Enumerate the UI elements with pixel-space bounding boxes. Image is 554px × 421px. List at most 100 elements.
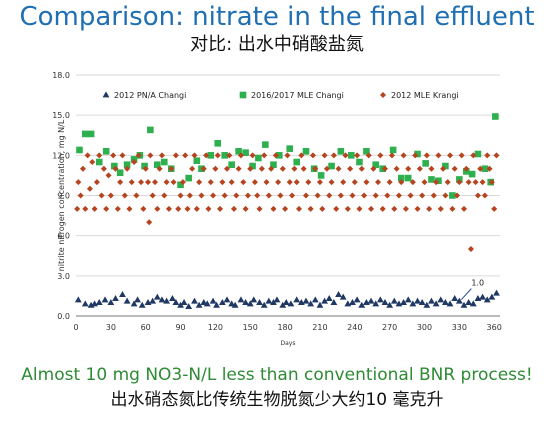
data-point xyxy=(493,289,500,296)
data-point xyxy=(158,152,165,159)
x-axis-label: Days xyxy=(281,340,296,347)
data-point xyxy=(91,205,98,212)
data-point xyxy=(103,205,110,212)
data-point xyxy=(185,174,192,182)
data-point xyxy=(307,205,314,212)
data-point xyxy=(138,301,146,308)
data-point xyxy=(270,205,277,212)
data-point xyxy=(284,152,291,159)
data-point xyxy=(291,165,298,172)
data-point xyxy=(177,301,184,308)
data-point xyxy=(93,179,100,186)
data-point xyxy=(205,205,212,212)
data-point xyxy=(344,205,351,212)
data-point xyxy=(172,299,180,306)
data-point xyxy=(275,179,282,186)
data-point xyxy=(323,165,330,172)
series-2 xyxy=(74,152,500,253)
data-point xyxy=(347,165,354,172)
data-point xyxy=(242,149,249,156)
data-point xyxy=(191,297,198,304)
data-point xyxy=(492,113,499,120)
data-point xyxy=(263,179,270,186)
data-point xyxy=(112,165,119,172)
data-point xyxy=(363,179,370,186)
x-tick-label: 360 xyxy=(487,323,502,332)
data-point xyxy=(460,205,467,212)
data-point xyxy=(140,205,147,212)
data-point xyxy=(191,152,198,159)
data-point xyxy=(237,152,244,159)
data-point xyxy=(254,192,261,199)
data-point xyxy=(400,299,407,306)
data-point xyxy=(386,301,394,308)
data-point xyxy=(402,205,409,212)
data-point xyxy=(361,192,368,199)
data-point xyxy=(153,293,161,300)
data-point xyxy=(467,246,474,253)
data-point xyxy=(390,297,398,304)
data-point xyxy=(247,165,254,172)
data-point xyxy=(209,297,217,304)
x-tick-label: 150 xyxy=(243,323,258,332)
data-point xyxy=(349,192,356,199)
data-point xyxy=(128,179,135,186)
data-point xyxy=(349,299,356,306)
data-point xyxy=(231,301,239,308)
annotation-arrow xyxy=(460,288,472,300)
y-axis-ticks: 0.0 3.0 6.0 9.0 12.0 15.0 18.0 xyxy=(52,71,70,321)
data-point xyxy=(226,152,233,159)
data-point xyxy=(437,205,444,212)
data-point xyxy=(193,157,201,164)
data-point xyxy=(293,296,301,303)
data-point xyxy=(458,152,465,159)
data-point xyxy=(404,296,412,303)
data-point xyxy=(282,205,289,212)
data-point xyxy=(422,160,429,167)
data-point xyxy=(317,172,325,179)
data-point xyxy=(111,162,118,170)
data-point xyxy=(409,179,416,186)
data-point xyxy=(224,165,231,172)
data-point xyxy=(479,179,486,186)
data-point xyxy=(135,152,142,159)
data-point xyxy=(356,205,363,212)
data-point xyxy=(460,301,468,308)
data-point xyxy=(483,296,491,303)
data-point xyxy=(249,162,256,170)
data-point xyxy=(449,205,456,212)
data-point xyxy=(339,293,347,300)
series-1 xyxy=(76,113,499,199)
data-point xyxy=(237,296,245,303)
data-point xyxy=(316,179,323,186)
data-point xyxy=(358,165,365,172)
data-point xyxy=(381,299,389,306)
data-point xyxy=(186,192,193,199)
data-point xyxy=(442,162,449,170)
data-point xyxy=(286,145,294,152)
data-point xyxy=(145,179,152,186)
data-point xyxy=(302,297,310,304)
data-point xyxy=(456,179,463,186)
data-point xyxy=(330,152,337,159)
data-point xyxy=(255,154,262,162)
data-point xyxy=(219,179,226,186)
data-point xyxy=(235,148,242,155)
data-point xyxy=(375,179,382,186)
data-point xyxy=(421,179,428,186)
nitrate-scatter-chart: 0.0 3.0 6.0 9.0 12.0 15.0 18.0 0 30 60 90 120 150 18… xyxy=(52,71,502,347)
data-point xyxy=(193,205,200,212)
data-point xyxy=(428,165,435,172)
legend-label: 2012 PN/A Changi xyxy=(114,91,186,100)
legend-label: 2016/2017 MLE Changi xyxy=(251,91,344,100)
data-point xyxy=(348,152,355,159)
slide-title: Comparison: nitrate in the final effluen… xyxy=(19,2,535,32)
data-point xyxy=(370,165,377,172)
data-point xyxy=(303,192,310,199)
data-point xyxy=(265,297,273,304)
data-point xyxy=(470,152,477,159)
data-point xyxy=(249,152,256,159)
data-point xyxy=(212,165,219,172)
data-point xyxy=(126,205,133,212)
data-point xyxy=(74,296,82,303)
